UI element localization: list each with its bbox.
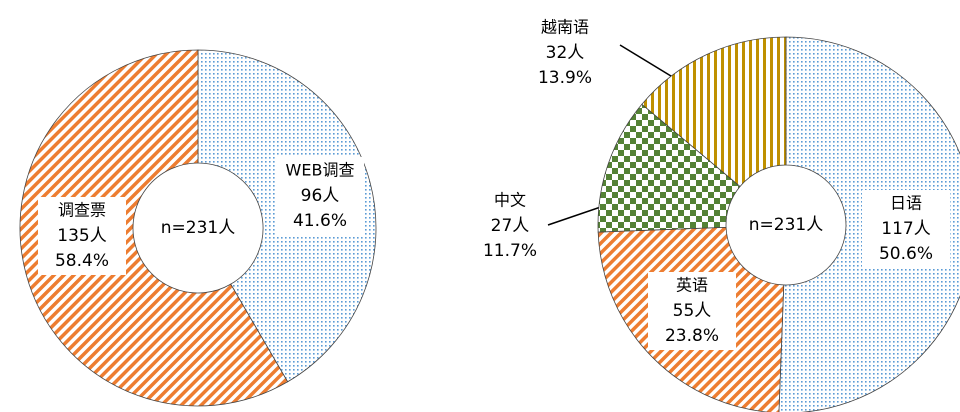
count-label: 27人 <box>491 216 530 236</box>
percent-label: 11.7% <box>483 241 537 261</box>
center-label: n=231人 <box>749 215 823 235</box>
percent-label: 13.9% <box>538 68 592 88</box>
category-label: WEB调查 <box>286 161 355 180</box>
category-label: 中文 <box>494 191 526 210</box>
category-label: 英语 <box>676 276 708 295</box>
count-label: 32人 <box>546 43 585 63</box>
percent-label: 23.8% <box>665 326 719 346</box>
count-label: 135人 <box>57 226 106 246</box>
label-box <box>38 197 126 275</box>
percent-label: 58.4% <box>55 251 109 271</box>
count-label: 96人 <box>301 186 340 206</box>
label-box <box>276 157 364 235</box>
label-box <box>648 272 736 350</box>
center-label: n=231人 <box>161 218 235 238</box>
donut-slice <box>19 49 289 407</box>
donut-slice <box>641 36 787 188</box>
percent-label: 50.6% <box>879 244 933 264</box>
count-label: 117人 <box>881 219 930 239</box>
count-label: 55人 <box>673 301 712 321</box>
category-label: 调查票 <box>58 201 106 220</box>
category-label: 日语 <box>890 194 922 213</box>
percent-label: 41.6% <box>293 211 347 231</box>
donut-slice <box>597 103 741 233</box>
label-box <box>862 190 950 268</box>
category-label: 越南语 <box>541 18 589 37</box>
